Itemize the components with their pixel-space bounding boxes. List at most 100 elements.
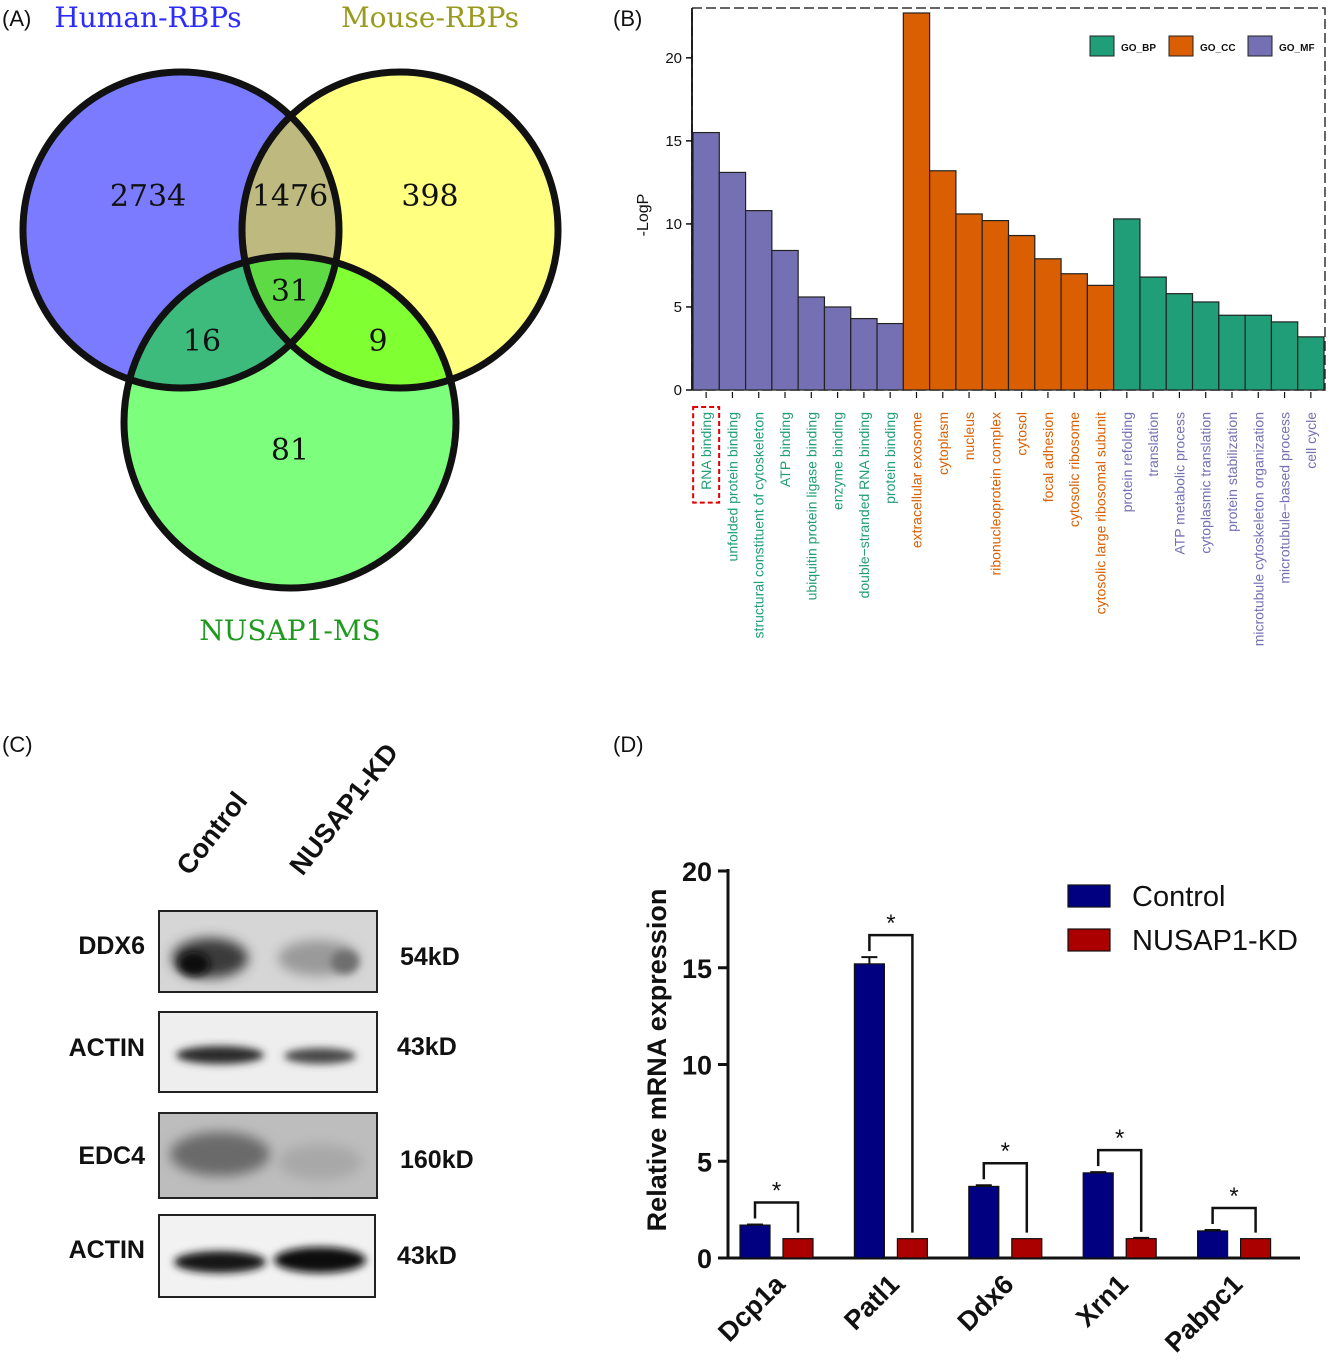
legend-swatch-go_cc	[1168, 35, 1194, 57]
y-tick-label: 20	[665, 50, 682, 67]
venn-count-human-ms: 16	[183, 324, 221, 359]
venn-overlap-mouse-ms	[242, 256, 456, 388]
bar-protein-stabilization	[1218, 314, 1246, 391]
legend-swatch-nusap1-kd	[1067, 928, 1111, 952]
venn-set-label-mouse: Mouse-RBPs	[341, 1, 519, 34]
blot-column-label-control: Control	[170, 786, 254, 881]
venn-count-mouse-only: 398	[401, 179, 458, 214]
bar-double-stranded-rna-binding	[850, 317, 878, 391]
bar-cell-cycle	[1297, 336, 1325, 391]
bar-cytosolic-large-ribosomal-subunit	[1086, 284, 1115, 391]
x-tick-label: cytoplasmic translation	[1198, 412, 1214, 554]
significance-bracket	[868, 933, 914, 1233]
significance-marker: *	[886, 910, 895, 937]
bar-enzyme-binding	[823, 306, 852, 391]
bar-unfolded-protein-binding	[718, 171, 747, 391]
x-tick-label: microtubule−based process	[1277, 412, 1293, 584]
panel-c-label: (C)	[2, 732, 33, 757]
panel-d-label: (D)	[613, 732, 644, 757]
x-tick-label: ribonucleoprotein complex	[987, 412, 1003, 575]
legend-label-go_bp: GO_BP	[1121, 43, 1156, 54]
x-tick-label: double−stranded RNA binding	[856, 412, 872, 598]
x-tick-label: translation	[1145, 412, 1161, 477]
x-category-label: Xrn1	[1070, 1269, 1134, 1333]
x-tick-label: cell cycle	[1303, 412, 1319, 469]
x-tick-label: ATP binding	[777, 412, 793, 487]
significance-bracket	[1096, 1148, 1143, 1232]
legend-swatch-go_mf	[1247, 35, 1273, 57]
blot-size-actin-1: 43kD	[397, 1033, 457, 1061]
bar-ddx6-nusap1-kd	[1011, 1238, 1043, 1259]
panel-b-label: (B)	[613, 6, 643, 31]
y-tick-label: 15	[682, 954, 712, 984]
legend-swatch-go_bp	[1089, 35, 1115, 57]
y-tick-label: 0	[697, 1244, 712, 1274]
blot-row-label-edc4: EDC4	[78, 1142, 145, 1170]
significance-bracket	[753, 1201, 800, 1233]
y-tick-label: 15	[665, 133, 682, 150]
bar-cytoplasm	[929, 170, 957, 391]
x-tick-label: unfolded protein binding	[724, 412, 740, 561]
blot-size-edc4: 160kD	[400, 1146, 474, 1174]
blot-column-label-kd: NUSAP1-KD	[283, 737, 405, 881]
x-tick-label: ubiquitin protein ligase binding	[803, 412, 819, 600]
x-tick-label: cytosol	[1014, 412, 1030, 456]
y-tick-label: 0	[674, 382, 682, 399]
bar-ddx6-control	[968, 1185, 1000, 1259]
x-tick-label: extracellular exosome	[908, 412, 924, 548]
bar-structural-constituent-of-cytoskeleton	[744, 210, 773, 391]
y-tick-label: 20	[682, 857, 712, 887]
blot-row-label-actin-1: ACTIN	[68, 1034, 145, 1062]
bar-xrn1-control	[1082, 1172, 1114, 1259]
bar-patl1-control	[853, 963, 885, 1259]
bar-dcp1a-control	[739, 1224, 771, 1259]
significance-marker: *	[772, 1178, 781, 1205]
venn-count-human-only: 2734	[110, 179, 186, 214]
bar-protein-binding	[876, 322, 904, 391]
venn-count-all: 31	[271, 274, 309, 309]
bar-cytoplasmic-translation	[1191, 301, 1220, 391]
x-tick-label: protein refolding	[1119, 412, 1135, 512]
bar-nucleus	[955, 213, 983, 391]
x-tick-label: protein stabilization	[1224, 412, 1240, 532]
blot-image-ddx6	[158, 910, 378, 993]
blot-size-actin-2: 43kD	[397, 1242, 457, 1270]
venn-set-label-human: Human-RBPs	[54, 1, 241, 34]
venn-diagram: 2734 1476 398 31 16 9 81 Human-RBPs Mous…	[19, 1, 562, 647]
blot-image-actin-2	[158, 1214, 376, 1298]
x-tick-label: focal adhesion	[1040, 412, 1056, 502]
x-tick-label: cytosolic large ribosomal subunit	[1093, 412, 1109, 614]
bar-protein-refolding	[1113, 218, 1141, 391]
legend-label-control: Control	[1132, 881, 1226, 913]
bar-pabpc1-control	[1196, 1230, 1229, 1259]
bar-cytosol	[1007, 234, 1036, 391]
significance-bracket	[982, 1161, 1029, 1233]
x-tick-label: microtubule cytoskeleton organization	[1250, 412, 1266, 646]
x-category-label: Ddx6	[952, 1269, 1020, 1337]
significance-marker: *	[1001, 1138, 1010, 1165]
bar-patl1-nusap1-kd	[896, 1238, 928, 1259]
bar-microtubule-based-process	[1270, 321, 1299, 391]
significance-bracket	[1211, 1206, 1257, 1233]
bar-rna-binding	[692, 131, 720, 391]
blot-row-label-actin-2: ACTIN	[68, 1236, 145, 1264]
y-tick-label: 5	[674, 299, 682, 316]
x-category-label: Dcp1a	[712, 1268, 791, 1347]
y-tick-label: 10	[682, 1051, 712, 1081]
x-tick-label: protein binding	[882, 412, 898, 504]
x-category-label: Pabpc1	[1159, 1269, 1248, 1358]
x-tick-label: cytoplasm	[935, 412, 951, 475]
y-tick-label: 5	[697, 1147, 712, 1177]
bar-extracellular-exosome	[902, 12, 931, 391]
blot-image-edc4	[158, 1112, 378, 1199]
go-enrichment-chart: 0 5 10 15 20 -LogP RNA binding unfolded protein…	[635, 7, 1326, 646]
bar-dcp1a-nusap1-kd	[782, 1238, 814, 1259]
significance-marker: *	[1115, 1125, 1124, 1152]
x-tick-label: cytosolic ribosome	[1066, 412, 1082, 527]
legend-swatch-control	[1067, 884, 1111, 908]
bar-atp-metabolic-process	[1165, 293, 1194, 391]
mrna-expression-chart: 0 5 10 15 20 Relative mRNA expression * Dcp1a * P…	[642, 857, 1300, 1358]
x-tick-label: RNA binding	[698, 412, 714, 490]
legend-label-go_cc: GO_CC	[1200, 43, 1236, 54]
venn-set-label-ms: NUSAP1-MS	[199, 614, 380, 647]
